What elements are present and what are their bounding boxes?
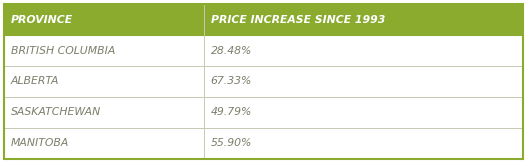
Bar [4, 4, 523, 35]
Text: 28.48%: 28.48% [211, 45, 252, 56]
Text: 55.90%: 55.90% [211, 138, 252, 148]
Text: ALBERTA: ALBERTA [11, 76, 60, 87]
Text: PRICE INCREASE SINCE 1993: PRICE INCREASE SINCE 1993 [211, 15, 385, 25]
Bar [4, 66, 523, 97]
Text: BRITISH COLUMBIA: BRITISH COLUMBIA [11, 45, 115, 56]
Text: 67.33%: 67.33% [211, 76, 252, 87]
Bar [4, 128, 523, 159]
Text: 49.79%: 49.79% [211, 107, 252, 118]
Text: PROVINCE: PROVINCE [11, 15, 73, 25]
Text: MANITOBA: MANITOBA [11, 138, 70, 148]
Text: SASKATCHEWAN: SASKATCHEWAN [11, 107, 101, 118]
Bar [4, 97, 523, 128]
Bar [4, 35, 523, 66]
